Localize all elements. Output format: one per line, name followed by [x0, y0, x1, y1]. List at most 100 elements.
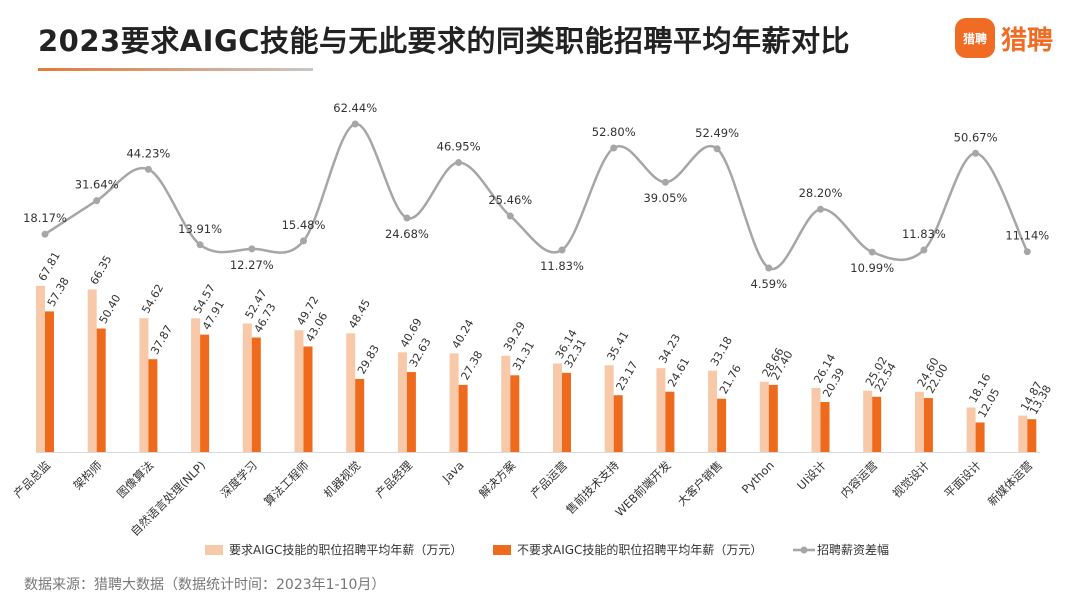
category-label: 算法工程师	[261, 458, 312, 509]
category-label: 深度学习	[217, 458, 259, 500]
category-label: 产品经理	[373, 458, 416, 501]
salary-gap-point	[41, 230, 49, 238]
bar-with-aigc	[553, 363, 562, 452]
bar-with-aigc	[397, 352, 407, 452]
bar-without-aigc	[717, 398, 727, 452]
bar-label-without-aigc: 27.38	[458, 349, 485, 383]
brand-logo: 猎聘 猎聘	[955, 18, 1053, 58]
bar-without-aigc	[458, 384, 468, 452]
bar-without-aigc	[768, 384, 778, 452]
bar-with-aigc	[346, 333, 356, 452]
bar-without-aigc	[510, 375, 520, 452]
legend-label: 要求AIGC技能的职位招聘平均年薪（万元）	[229, 542, 462, 557]
bar-with-aigc	[191, 318, 201, 452]
salary-gap-point	[455, 159, 463, 167]
category-label: 平面设计	[941, 458, 984, 501]
salary-gap-point	[144, 165, 152, 173]
bar-with-aigc	[1018, 415, 1028, 452]
salary-gap-label: 11.83%	[540, 259, 584, 273]
salary-gap-label: 31.64%	[75, 178, 119, 192]
bar-with-aigc	[501, 355, 511, 452]
bar-label-with-aigc: 66.35	[88, 253, 115, 287]
salary-gap-point	[558, 246, 566, 254]
salary-gap-point	[248, 245, 256, 253]
bar-without-aigc	[45, 311, 54, 452]
salary-gap-point	[351, 120, 359, 128]
salary-gap-label: 24.68%	[385, 227, 429, 241]
bar-with-aigc	[656, 368, 666, 452]
bar-without-aigc	[200, 334, 210, 452]
bar-without-aigc	[923, 398, 933, 452]
salary-gap-label: 11.14%	[1005, 229, 1049, 243]
salary-gap-point	[93, 197, 101, 205]
salary-gap-point	[506, 212, 514, 220]
bar-with-aigc	[139, 318, 149, 452]
salary-gap-label: 10.99%	[850, 261, 894, 275]
bar-without-aigc	[148, 359, 158, 452]
bar-without-aigc	[96, 328, 106, 452]
salary-gap-label: 18.17%	[23, 211, 67, 225]
category-label: 大客户销售	[675, 458, 726, 509]
salary-gap-point	[765, 264, 773, 272]
salary-gap-point	[661, 178, 669, 186]
category-label: 产品运营	[528, 458, 570, 500]
bar-with-aigc	[294, 330, 304, 452]
bar-without-aigc	[975, 422, 985, 452]
bar-without-aigc	[355, 378, 365, 452]
chart-title: 2023要求AIGC技能与无此要求的同类职能招聘平均年薪对比	[38, 24, 851, 58]
salary-gap-label: 44.23%	[126, 146, 170, 160]
salary-gap-label: 46.95%	[437, 140, 481, 154]
bar-label-without-aigc: 37.87	[148, 323, 175, 357]
bar-without-aigc	[251, 337, 261, 452]
salary-gap-point	[817, 205, 824, 213]
salary-gap-label: 50.67%	[954, 130, 998, 144]
salary-gap-label: 4.59%	[751, 277, 788, 291]
bar-label-without-aigc: 23.17	[614, 359, 641, 393]
salary-gap-point	[1023, 248, 1031, 256]
bar-without-aigc	[562, 372, 571, 452]
bar-without-aigc	[665, 391, 675, 452]
salary-gap-label: 25.46%	[488, 193, 532, 207]
bar-label-with-aigc: 48.45	[346, 297, 373, 331]
line-layer: 18.17% 31.64% 44.23% 13.91% 12.27% 15.48% 62.4…	[23, 101, 1049, 291]
bar-with-aigc	[87, 289, 97, 452]
bar-without-aigc	[613, 395, 623, 452]
salary-gap-point	[972, 149, 980, 157]
salary-gap-label: 39.05%	[643, 191, 687, 205]
category-label: 内容运营	[838, 458, 880, 500]
salary-gap-label: 13.91%	[178, 222, 222, 236]
category-label: 新媒体运营	[985, 458, 1036, 509]
salary-gap-point	[713, 145, 721, 153]
title-underline	[38, 68, 313, 71]
legend-without-aigc: 不要求AIGC技能的职位招聘平均年薪（万元）	[493, 542, 762, 557]
bar-without-aigc	[406, 372, 416, 452]
bar-label-without-aigc: 21.76	[717, 362, 744, 396]
bar-with-aigc	[966, 407, 976, 452]
category-label: Python	[739, 458, 777, 496]
category-label: UI设计	[794, 458, 829, 493]
bar-with-aigc	[604, 365, 614, 452]
bar-label-without-aigc: 29.83	[355, 343, 382, 377]
salary-gap-point	[868, 248, 876, 256]
legend-salary-gap: 招聘薪资差幅	[793, 542, 889, 557]
salary-gap-point	[196, 241, 204, 249]
salary-gap-line	[44, 122, 1029, 271]
bar-without-aigc	[1027, 419, 1037, 452]
bar-with-aigc	[449, 353, 459, 452]
category-label: Java	[439, 458, 467, 486]
bar-with-aigc	[914, 391, 924, 452]
salary-gap-label: 62.44%	[333, 101, 377, 115]
salary-gap-label: 11.83%	[902, 227, 946, 241]
bar-with-aigc	[36, 285, 45, 452]
category-label: WEB前端开发	[612, 458, 674, 520]
bar-label-with-aigc: 35.41	[605, 329, 632, 363]
category-label: 图像算法	[114, 458, 156, 500]
bar-label-with-aigc: 40.24	[449, 317, 476, 351]
category-label: 解决方案	[476, 458, 519, 501]
data-source-note: 数据来源：猎聘大数据（数据统计时间：2023年1-10月）	[24, 577, 386, 593]
category-label: 机器视觉	[321, 458, 363, 500]
bar-with-aigc	[759, 381, 769, 452]
